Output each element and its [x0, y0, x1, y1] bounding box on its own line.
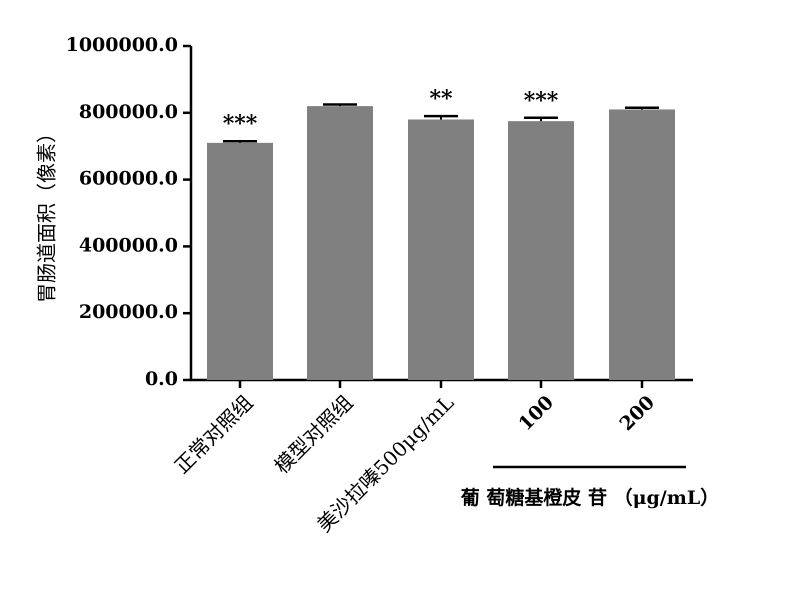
x-tick-label: 模型对照组 — [270, 390, 358, 478]
x-tick-label: 100 — [514, 392, 558, 436]
significance-label: *** — [524, 88, 559, 114]
y-tick-label: 800000.0 — [79, 101, 178, 123]
bar — [307, 106, 373, 381]
y-tick-label: 400000.0 — [79, 234, 178, 256]
bar — [207, 142, 273, 380]
x-tick-label: 正常对照组 — [170, 390, 258, 478]
bar — [508, 121, 574, 381]
significance-label: *** — [223, 111, 258, 137]
bar — [408, 119, 474, 380]
y-tick-label: 1000000.0 — [66, 34, 178, 56]
y-tick-label: 0.0 — [145, 368, 178, 390]
y-tick-label: 600000.0 — [79, 168, 178, 190]
group-label: 葡 萄糖基橙皮 苷 （μg/mL） — [461, 486, 719, 509]
bar — [609, 109, 675, 381]
y-tick-label: 200000.0 — [79, 301, 178, 323]
significance-label: ** — [429, 86, 453, 112]
x-tick-label: 200 — [615, 392, 659, 436]
y-axis-label: 胃肠道面积（像素） — [35, 123, 59, 303]
